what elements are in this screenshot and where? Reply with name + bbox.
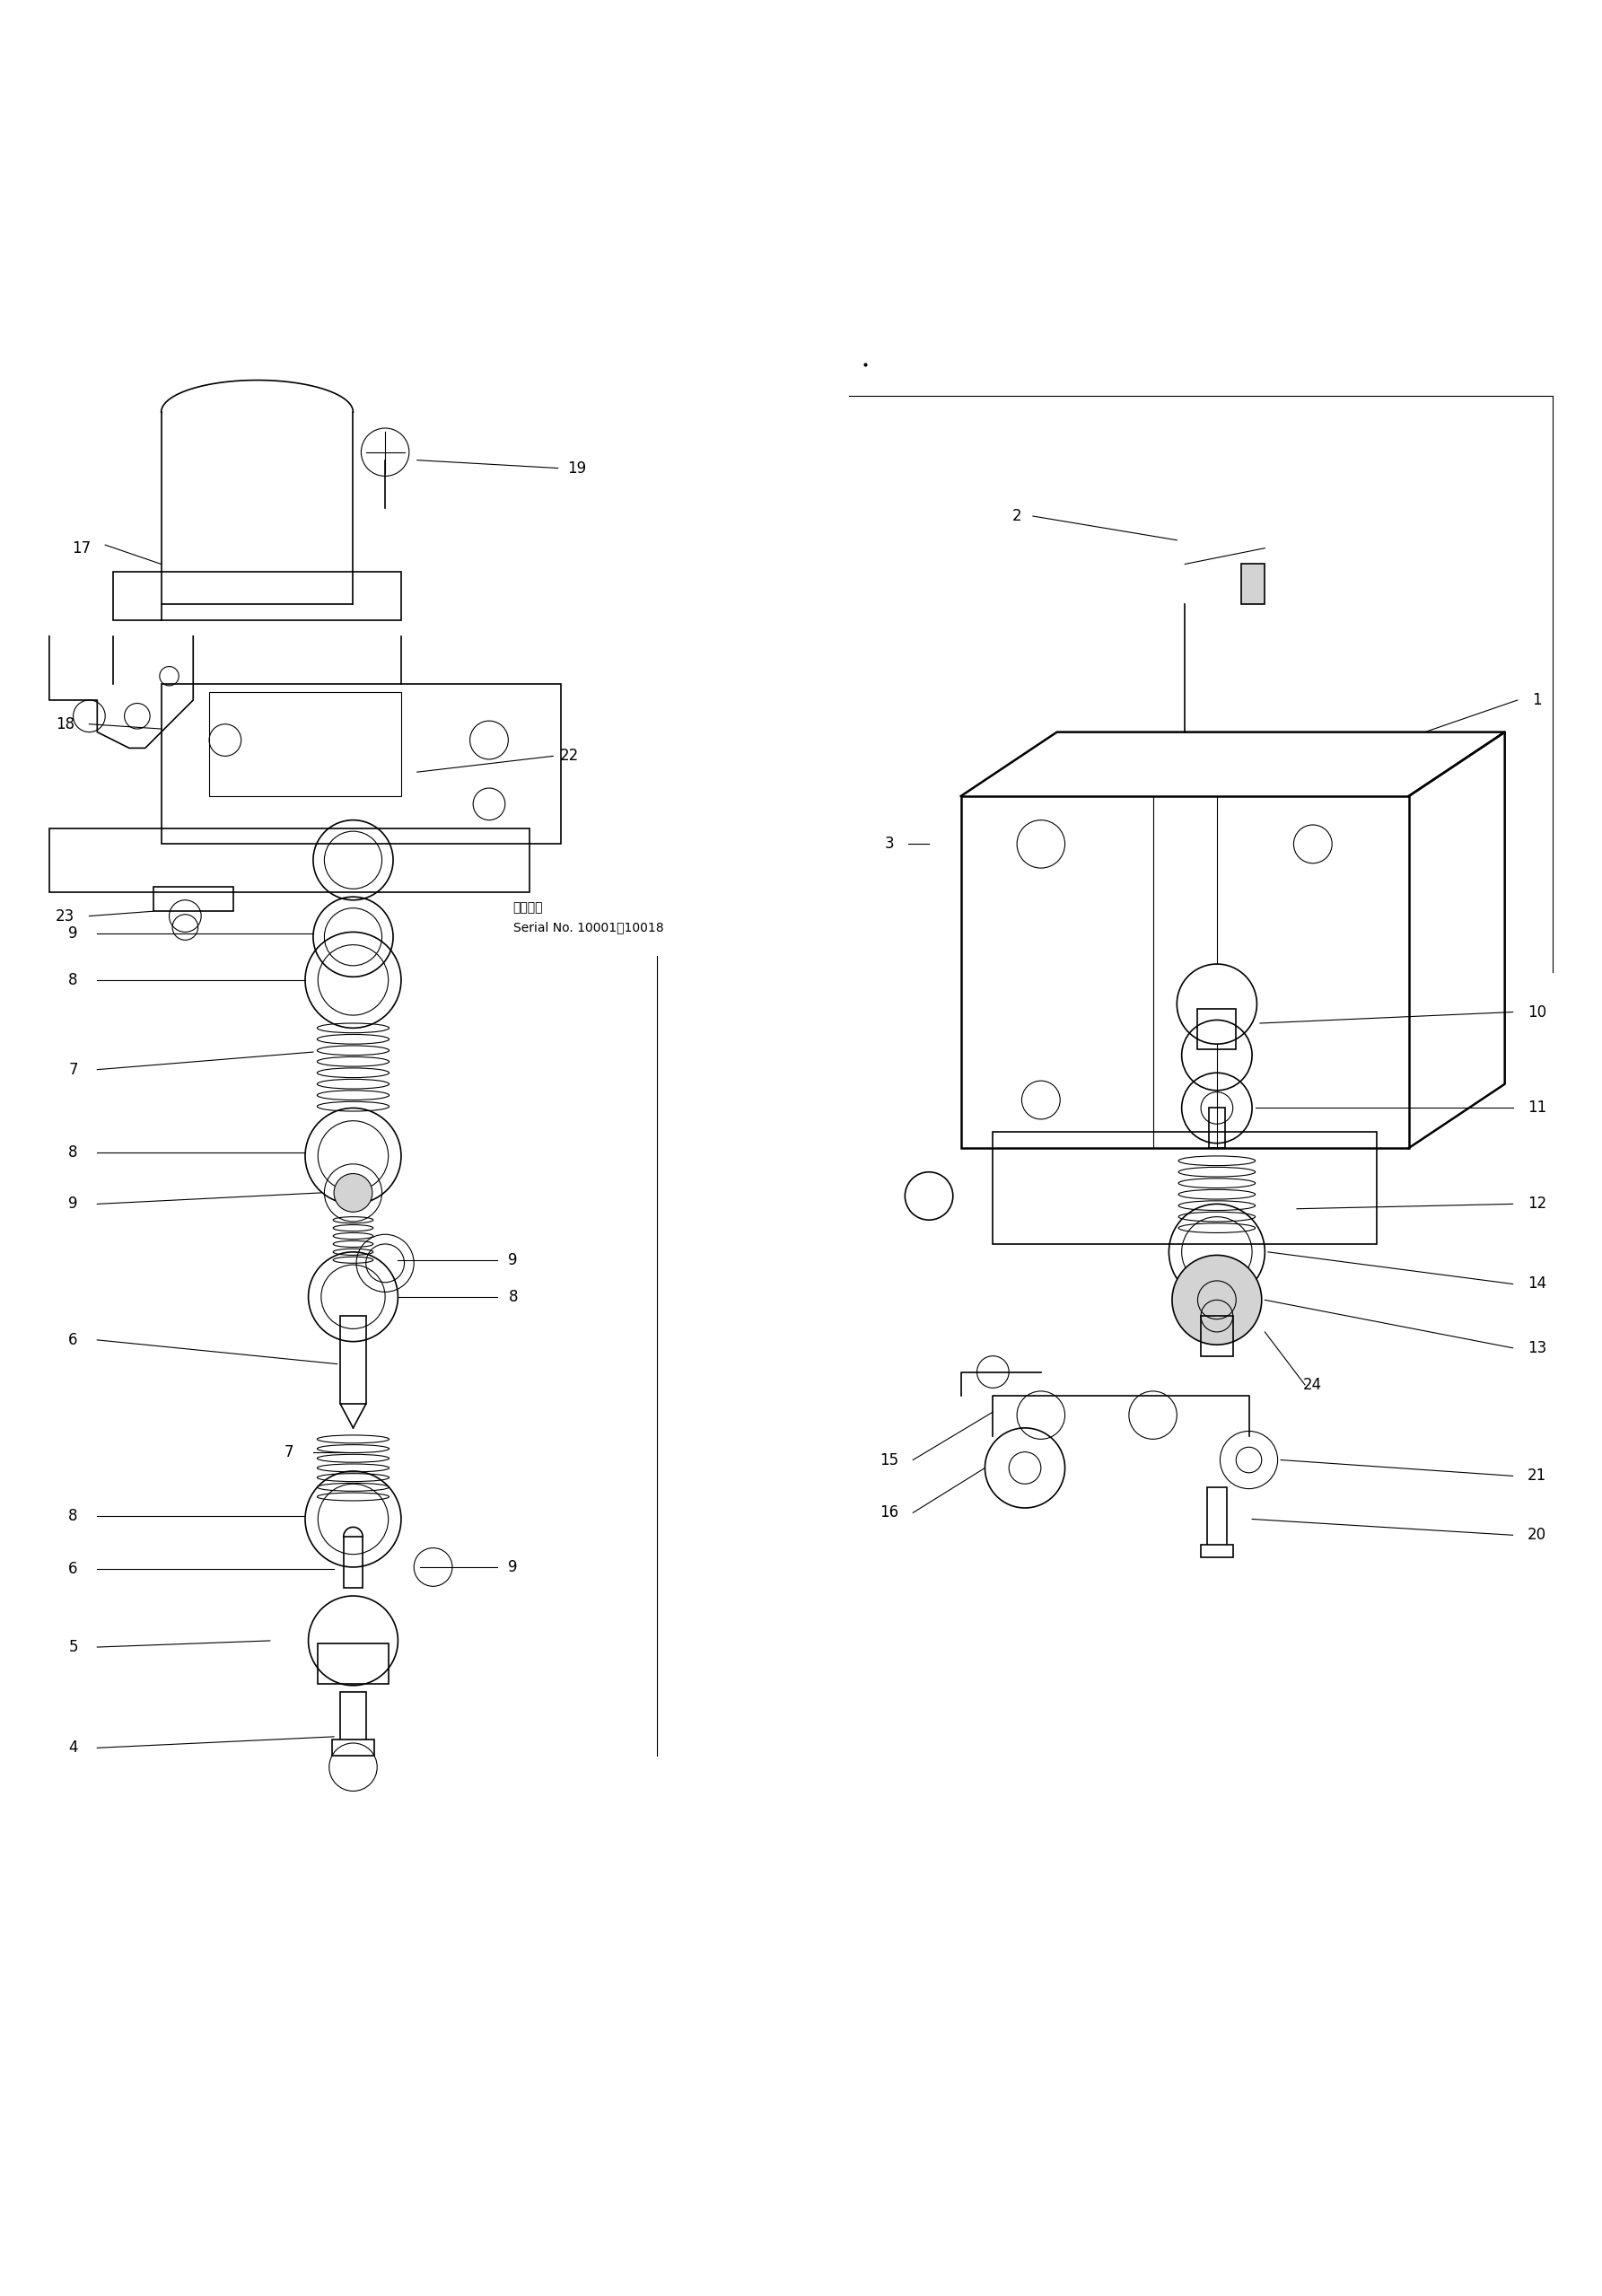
Text: 9: 9	[69, 925, 78, 941]
Text: 15: 15	[879, 1451, 899, 1467]
Text: 適用号機: 適用号機	[513, 902, 543, 914]
Bar	[114, 572, 400, 620]
Bar	[1208, 1488, 1227, 1552]
Text: 8: 8	[69, 971, 78, 987]
Bar	[162, 684, 561, 845]
Text: 14: 14	[1527, 1277, 1546, 1293]
Bar	[993, 1132, 1376, 1244]
Circle shape	[1173, 1256, 1262, 1345]
Bar	[332, 1740, 373, 1756]
Text: 10: 10	[1527, 1003, 1546, 1019]
Bar	[317, 1644, 388, 1683]
Text: 22: 22	[559, 748, 578, 765]
Bar	[210, 691, 400, 797]
Circle shape	[1177, 964, 1258, 1045]
Bar	[1210, 1109, 1226, 1148]
Text: 9: 9	[69, 1196, 78, 1212]
Text: 8: 8	[69, 1146, 78, 1162]
Bar	[961, 797, 1408, 1148]
Text: 3: 3	[884, 836, 894, 852]
Circle shape	[333, 1173, 372, 1212]
Text: 17: 17	[72, 540, 91, 556]
Bar	[1198, 1008, 1237, 1049]
Text: 2: 2	[1012, 507, 1022, 523]
Text: 23: 23	[56, 907, 75, 923]
Text: 9: 9	[508, 1559, 517, 1575]
Text: 18: 18	[56, 716, 75, 732]
Text: 13: 13	[1527, 1341, 1546, 1357]
Text: 7: 7	[285, 1444, 293, 1460]
Bar	[1242, 565, 1266, 604]
Text: 19: 19	[567, 459, 586, 475]
Text: 9: 9	[508, 1251, 517, 1267]
Text: 11: 11	[1527, 1100, 1546, 1116]
Text: 1: 1	[1532, 691, 1541, 707]
Bar	[50, 829, 529, 893]
Text: 21: 21	[1527, 1467, 1546, 1483]
Bar	[340, 1316, 365, 1403]
Bar	[343, 1536, 362, 1589]
Text: 24: 24	[1304, 1378, 1322, 1394]
Text: 5: 5	[69, 1639, 78, 1655]
Text: 4: 4	[69, 1740, 78, 1756]
Text: 12: 12	[1527, 1196, 1546, 1212]
Text: 16: 16	[879, 1504, 899, 1520]
Text: 20: 20	[1527, 1527, 1546, 1543]
Bar	[1202, 1316, 1234, 1357]
Bar	[340, 1692, 365, 1743]
Text: 7: 7	[69, 1061, 78, 1077]
Bar	[1202, 1545, 1234, 1557]
Text: 6: 6	[69, 1332, 78, 1348]
Bar	[154, 886, 234, 912]
Text: 8: 8	[69, 1508, 78, 1525]
Text: Serial No. 10001～10018: Serial No. 10001～10018	[513, 921, 663, 934]
Text: 6: 6	[69, 1561, 78, 1577]
Text: 8: 8	[508, 1288, 517, 1304]
